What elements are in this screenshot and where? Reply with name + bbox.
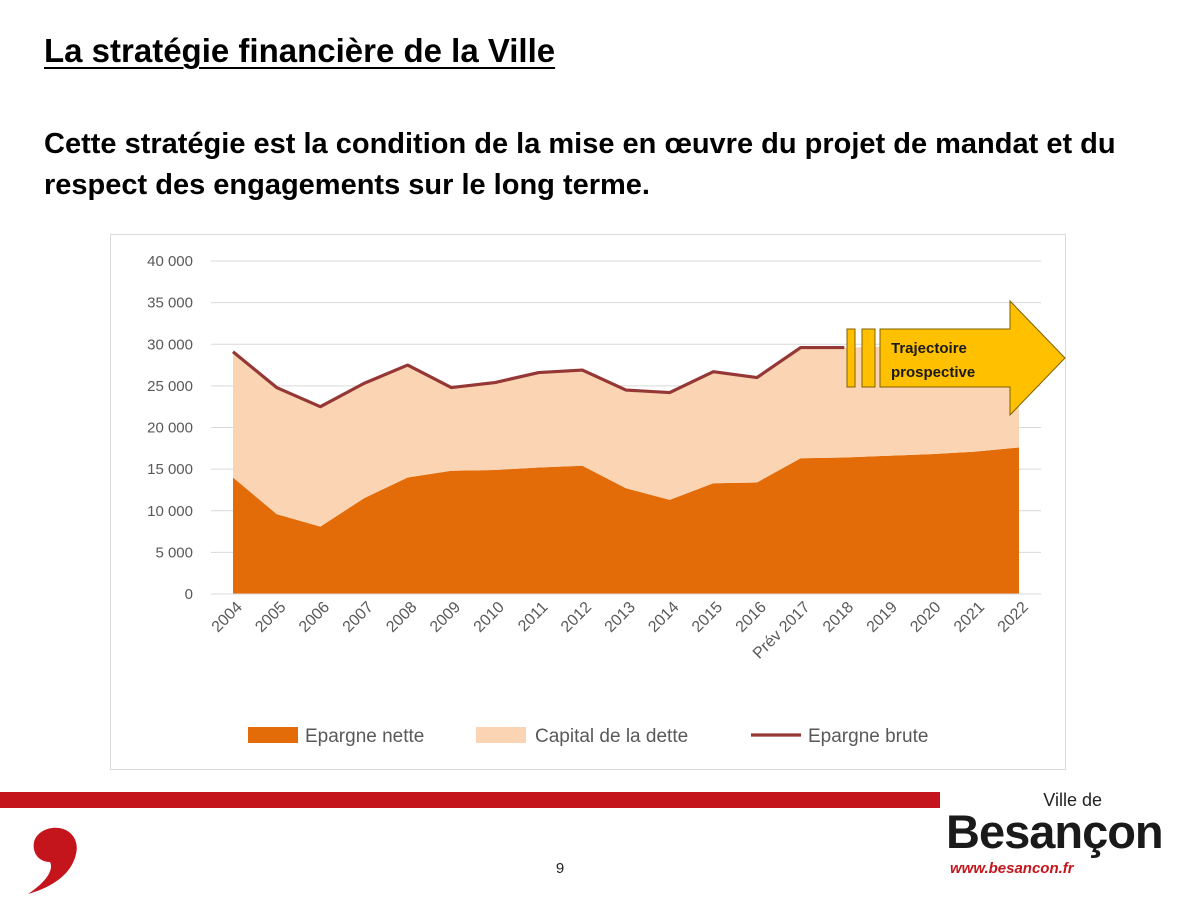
y-tick-label: 30 000 — [147, 336, 193, 353]
chart-frame: 0 5 000 10 000 15 000 20 000 25 000 30 000 35 0… — [110, 234, 1066, 770]
area-chart: 0 5 000 10 000 15 000 20 000 25 000 30 000 35 0… — [147, 253, 1066, 747]
y-tick-label: 35 000 — [147, 295, 193, 312]
x-tick-label: 2005 — [252, 599, 289, 636]
x-tick-label: 2019 — [864, 599, 901, 636]
callout-label-line2: prospective — [891, 364, 975, 381]
y-tick-label: 10 000 — [147, 503, 193, 520]
legend-label-epargne-brute: Epargne brute — [808, 726, 928, 747]
callout-marker-bar — [846, 328, 856, 388]
slide-subtitle: Cette stratégie est la condition de la m… — [44, 128, 1116, 201]
slide-title: La stratégie financière de la Ville — [44, 32, 556, 69]
brand-url: www.besancon.fr — [950, 860, 1074, 877]
callout-marker-bar — [861, 328, 876, 388]
y-tick-label: 40 000 — [147, 253, 193, 270]
brand-ville-de: Ville de — [1043, 790, 1102, 810]
y-tick-label: 5 000 — [155, 544, 193, 561]
y-tick-label: 0 — [185, 586, 193, 603]
series-area-epargne-nette — [233, 447, 1019, 594]
legend-swatch-epargne-nette — [248, 727, 298, 743]
y-tick-label: 20 000 — [147, 420, 193, 437]
y-tick-label: 25 000 — [147, 378, 193, 395]
y-tick-label: 15 000 — [147, 461, 193, 478]
x-tick-label: 2013 — [602, 599, 639, 636]
legend-swatch-capital-dette — [476, 727, 526, 743]
x-tick-label: 2009 — [427, 599, 464, 636]
x-tick-label: 2021 — [951, 599, 988, 636]
x-tick-label: 2010 — [471, 599, 508, 636]
x-tick-label: 2015 — [689, 599, 726, 636]
callout-label-line1: Trajectoire — [891, 340, 967, 357]
series-area-capital-dette — [233, 342, 1019, 527]
x-tick-label: 2012 — [558, 599, 595, 636]
x-tick-label: 2008 — [383, 599, 420, 636]
legend-label-capital-dette: Capital de la dette — [535, 726, 688, 747]
x-tick-label: 2007 — [340, 599, 377, 636]
x-tick-label: 2004 — [209, 599, 246, 636]
x-tick-label: 2014 — [645, 599, 682, 636]
x-tick-label: 2018 — [820, 599, 857, 636]
x-tick-label: 2020 — [907, 599, 944, 636]
brand-name: Besançon — [946, 805, 1164, 858]
footer-red-bar — [0, 792, 940, 808]
x-tick-label: 2022 — [995, 599, 1032, 636]
comma-logo-icon — [28, 827, 77, 894]
series-line-epargne-brute — [231, 345, 845, 409]
besancon-logo: Ville de Besançon www.besancon.fr — [940, 790, 1164, 885]
x-tick-label: 2011 — [515, 599, 551, 635]
x-tick-label: 2016 — [733, 599, 770, 636]
x-tick-label: 2006 — [296, 599, 333, 636]
page-number: 9 — [555, 860, 565, 877]
trajectoire-arrow-icon — [879, 299, 1066, 417]
legend-label-epargne-nette: Epargne nette — [305, 726, 424, 747]
